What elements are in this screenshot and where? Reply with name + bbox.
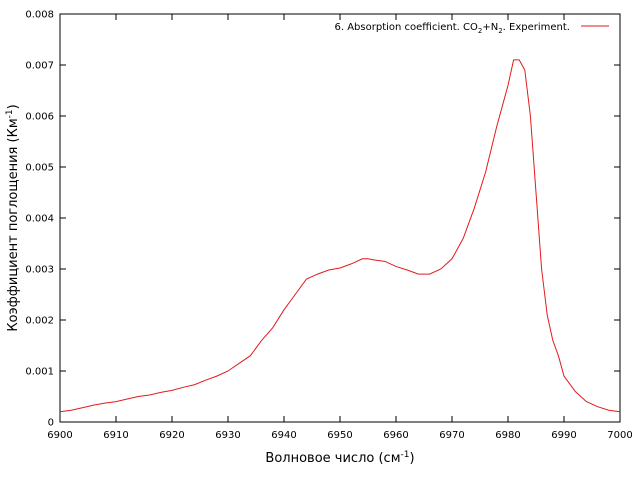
x-tick-label: 6980 [495,430,520,441]
axis-ticks [59,13,621,423]
y-tick-label: 0.007 [25,61,54,72]
y-tick-label: 0.006 [25,112,54,123]
plot-frame [59,13,621,423]
y-tick-label: 0.004 [25,214,54,225]
x-axis-title: Волновое число (см-1) [265,450,414,466]
x-tick-label: 6970 [439,430,464,441]
y-tick-label: 0 [48,418,54,429]
x-tick-label: 6960 [383,430,408,441]
y-tick-label: 0.003 [25,265,54,276]
x-tick-label: 6900 [47,430,72,441]
x-tick-label: 6950 [327,430,352,441]
series-line [59,59,621,413]
x-tick-label: 6930 [215,430,240,441]
y-tick-label: 0.002 [25,316,54,327]
x-tick-label: 6920 [159,430,184,441]
x-tick-label: 7000 [607,430,632,441]
x-tick-label: 6910 [103,430,128,441]
x-tick-label: 6990 [551,430,576,441]
y-tick-label: 0.008 [25,10,54,21]
y-axis-title: Коэффициент поглощения (Км-1) [5,104,21,331]
x-tick-label: 6940 [271,430,296,441]
y-tick-label: 0.005 [25,163,54,174]
x-tick-labels: 6900 6910 6920 6930 6940 6950 6960 6970 6980 6990… [47,430,632,441]
legend-label: 6. Absorption coefficient. CO2+N2. Exper… [335,22,571,35]
y-tick-labels: 0 0.001 0.002 0.003 0.004 0.005 0.006 0.007 0.00… [25,10,54,429]
y-tick-label: 0.001 [25,367,54,378]
